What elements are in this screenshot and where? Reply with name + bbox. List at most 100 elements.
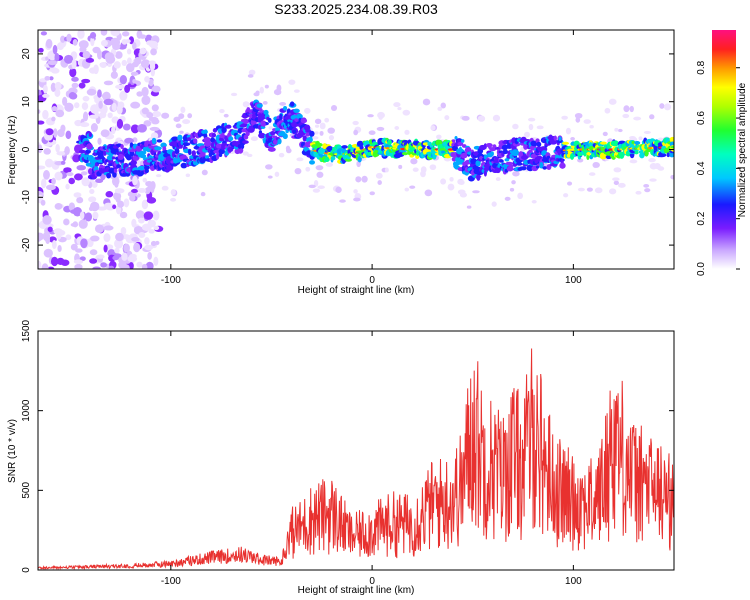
spectrogram-faint-cell	[659, 103, 665, 109]
spectrogram-faint-cell	[663, 103, 672, 111]
spectrogram-noise-cell	[114, 247, 120, 254]
spectrogram-noise-cell	[105, 191, 114, 198]
spectrogram-noise-cell	[90, 104, 100, 114]
spectrogram-signal-cell	[228, 136, 234, 142]
spectrogram-noise-cell	[148, 78, 154, 87]
spectrogram-signal-cell	[317, 142, 323, 147]
spectrogram-faint-cell	[495, 177, 501, 182]
spectrogram-noise-cell	[90, 36, 95, 47]
spectrogram-faint-cell	[614, 127, 619, 132]
spectrogram-noise-cell	[147, 251, 152, 260]
spectrogram-signal-cell	[258, 108, 263, 112]
spectrogram-noise-cell	[78, 40, 89, 49]
spectrogram-faint-cell	[567, 181, 573, 186]
spectrogram-faint-cell	[179, 130, 184, 134]
colorbar: 0.0 0.2 0.4 0.6 0.8 Normalized spectral ampl…	[696, 30, 748, 276]
spectrogram-signal-cell	[502, 149, 509, 155]
spectrogram-noise-cell	[120, 227, 127, 236]
spectrogram-faint-cell	[412, 167, 419, 172]
colorbar-tick-label: 0.0	[696, 262, 707, 276]
spectrogram-noise-cell	[116, 118, 124, 129]
spectrogram-faint-cell	[429, 164, 437, 171]
spectrogram-signal-cell	[401, 152, 409, 156]
spectrogram-signal-cell	[124, 153, 131, 159]
spectrogram-noise-cell	[150, 240, 157, 247]
spectrogram-noise-cell	[56, 229, 62, 240]
spectrogram-noise-cell	[89, 201, 100, 212]
spectrogram-faint-cell	[404, 187, 410, 192]
spectrogram-noise-cell	[43, 248, 53, 258]
spectrogram-signal-cell	[464, 151, 468, 158]
spectrogram-noise-cell	[76, 165, 87, 171]
spectrogram-noise-cell	[123, 243, 130, 253]
spectrogram-signal-cell	[218, 137, 225, 142]
spectrogram-noise-cell	[65, 234, 72, 241]
spectrogram-signal-cell	[519, 166, 524, 170]
spectrogram-faint-cell	[201, 169, 208, 176]
spectrogram-signal-cell	[237, 144, 242, 149]
spectrogram-signal-cell	[451, 139, 456, 143]
spectrogram-faint-cell	[430, 125, 436, 131]
spectrogram-noise-cell	[111, 102, 117, 112]
spectrogram-noise-cell	[43, 148, 51, 155]
spectrogram-signal-cell	[221, 132, 225, 136]
spectrogram-noise-cell	[45, 38, 53, 49]
spectrogram-faint-cell	[327, 127, 335, 134]
spectrogram-faint-cell	[613, 180, 619, 186]
spectrogram-faint-cell	[250, 136, 258, 142]
spectrogram-noise-cell	[38, 260, 42, 269]
spectrogram-noise-cell	[141, 199, 149, 210]
colorbar-ticks: 0.0 0.2 0.4 0.6 0.8	[696, 60, 740, 276]
spectrogram-noise-cell	[130, 124, 140, 134]
spectrogram-signal-cell	[204, 155, 210, 159]
spectrogram-faint-cell	[608, 98, 617, 105]
spectrogram-signal-cell	[154, 157, 159, 161]
spectrogram-noise-cell	[131, 61, 139, 68]
spectrogram-signal-cell	[130, 159, 137, 166]
spectrogram-noise-cell	[136, 91, 143, 97]
spectrogram-noise-cell	[147, 219, 156, 228]
spectrogram-noise-cell	[45, 236, 51, 245]
spectrogram-signal-cell	[258, 132, 266, 139]
spectrogram-noise-cell	[115, 84, 125, 90]
spectrogram-noise-cell	[115, 51, 123, 59]
spectrogram-noise-cell	[45, 184, 56, 191]
spectrogram-signal-cell	[212, 128, 218, 133]
spectrogram-faint-cell	[278, 152, 285, 158]
spectrogram-faint-cell	[629, 105, 634, 113]
spectrogram-faint-cell	[288, 79, 296, 85]
spectrogram-noise-cell	[38, 144, 43, 154]
spectrogram-ytick-label: 20	[21, 48, 32, 60]
spectrogram-noise-cell	[70, 209, 80, 215]
spectrogram-noise-cell	[42, 109, 49, 120]
spectrogram-faint-cell	[274, 171, 280, 177]
spectrogram-faint-cell	[420, 170, 426, 178]
spectrogram-noise-cell	[38, 47, 44, 53]
spectrogram-signal-cell	[263, 109, 269, 115]
spectrogram-noise-cell	[126, 48, 132, 55]
spectrogram-faint-cell	[262, 101, 268, 105]
spectrogram-noise-cell	[119, 211, 128, 219]
colorbar-tick-label: 0.2	[696, 211, 707, 225]
spectrogram-signal-cell	[117, 153, 124, 161]
spectrogram-noise-cell	[101, 39, 108, 47]
spectrogram-signal-cell	[494, 156, 499, 161]
spectrogram-signal-cell	[516, 162, 523, 166]
spectrogram-faint-cell	[384, 167, 389, 173]
spectrogram-noise-cell	[97, 137, 102, 145]
spectrogram-noise-cell	[97, 206, 107, 211]
spectrogram-signal-cell	[492, 159, 500, 164]
spectrogram-noise-cell	[143, 211, 154, 220]
spectrogram-noise-cell	[60, 35, 66, 43]
spectrogram-signal-cell	[324, 156, 330, 162]
spectrogram-noise-cell	[42, 84, 48, 94]
spectrogram-noise-cell	[72, 154, 81, 163]
spectrogram-faint-cell	[437, 106, 443, 111]
spectrogram-noise-cell	[141, 263, 148, 269]
spectrogram-signal-cell	[483, 169, 487, 177]
spectrogram-signal-cell	[257, 124, 263, 130]
spectrogram-faint-cell	[444, 115, 450, 121]
spectrogram-noise-cell	[60, 160, 66, 165]
